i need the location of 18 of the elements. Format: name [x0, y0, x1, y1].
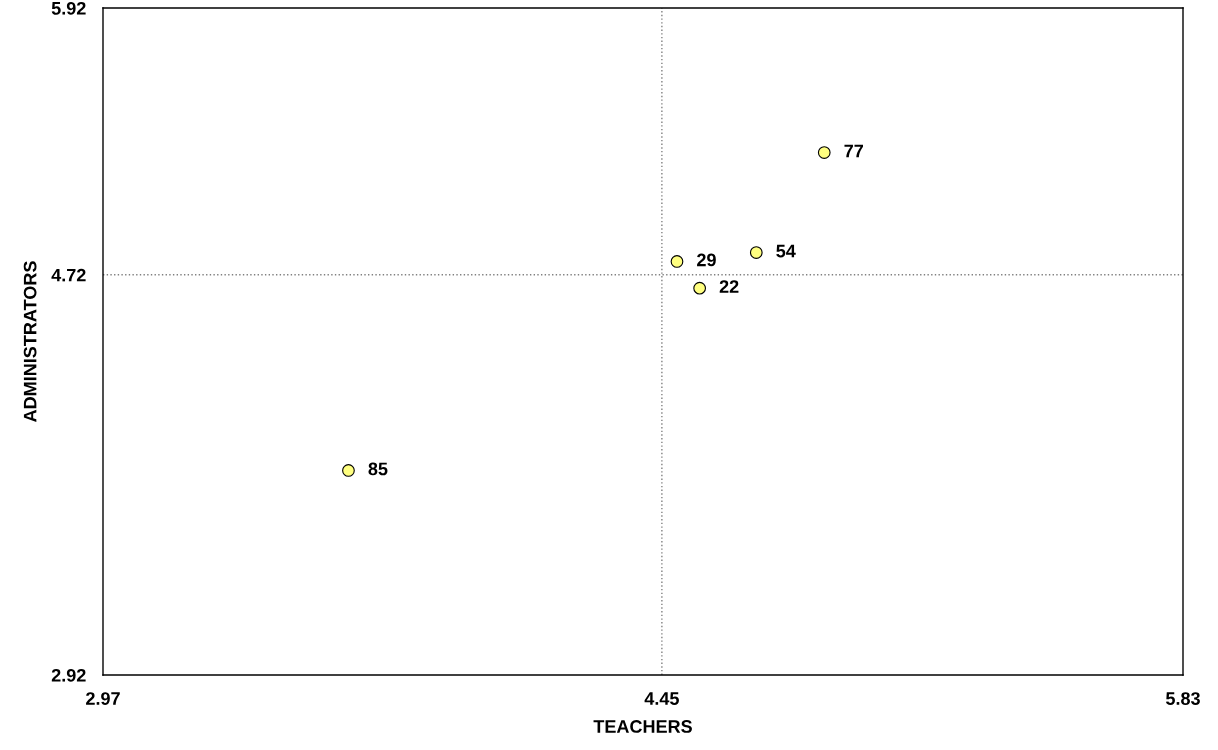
- annotation: 29: [697, 253, 716, 267]
- y-axis-title: ADMINISTRATORS: [23, 261, 37, 422]
- point: [670, 255, 684, 268]
- point: [693, 281, 707, 295]
- y-tick-label: 4.72: [51, 268, 86, 282]
- point: [817, 146, 831, 159]
- annotation: 77: [844, 144, 863, 158]
- x-axis-title: TEACHERS: [593, 720, 692, 733]
- y-tick-label: 2.92: [51, 668, 86, 682]
- x-tick-label: 2.97: [86, 692, 120, 705]
- x-tick-label: 5.83: [1165, 692, 1200, 705]
- annotation: 22: [719, 280, 739, 293]
- x-tick-label: 4.45: [644, 692, 679, 705]
- point: [749, 246, 763, 259]
- y-tick-label: 5.92: [51, 1, 86, 15]
- annotation: 85: [368, 462, 388, 476]
- point: [342, 464, 355, 477]
- annotation: 54: [776, 244, 796, 258]
